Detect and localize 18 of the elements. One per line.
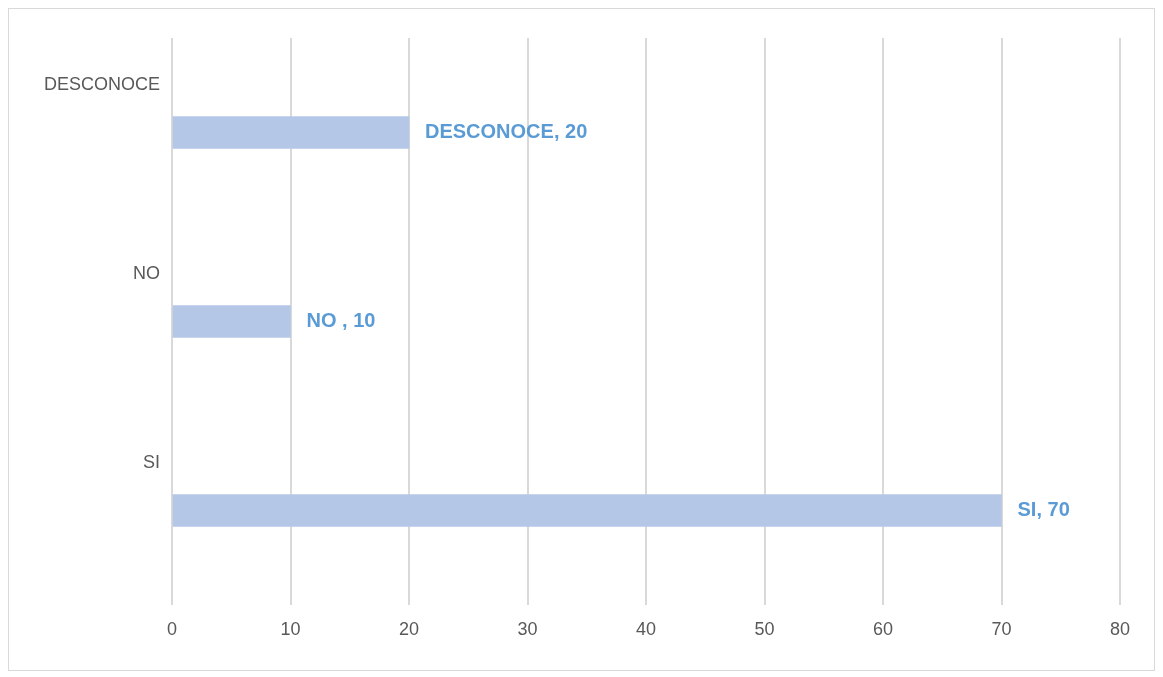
- x-tick-label: 30: [517, 618, 538, 639]
- data-label: DESCONOCE, 20: [425, 120, 588, 143]
- x-tick-label: 20: [398, 618, 420, 639]
- bar: [172, 305, 291, 338]
- bar: [172, 116, 410, 149]
- x-tick-label: 70: [991, 618, 1012, 639]
- bar: [172, 494, 1002, 527]
- y-tick-label: SI: [142, 452, 160, 473]
- data-label: SI, 70: [1017, 498, 1070, 521]
- x-tick-label: 50: [754, 618, 775, 639]
- x-tick-label: 80: [1109, 618, 1131, 639]
- y-tick-label: NO: [133, 263, 160, 284]
- x-tick-label: 0: [166, 618, 178, 639]
- x-tick-label: 60: [872, 618, 894, 639]
- x-tick-label: 10: [280, 618, 301, 639]
- data-label: NO , 10: [306, 309, 376, 332]
- x-tick-label: 40: [635, 618, 657, 639]
- y-tick-label: DESCONOCE: [43, 74, 160, 95]
